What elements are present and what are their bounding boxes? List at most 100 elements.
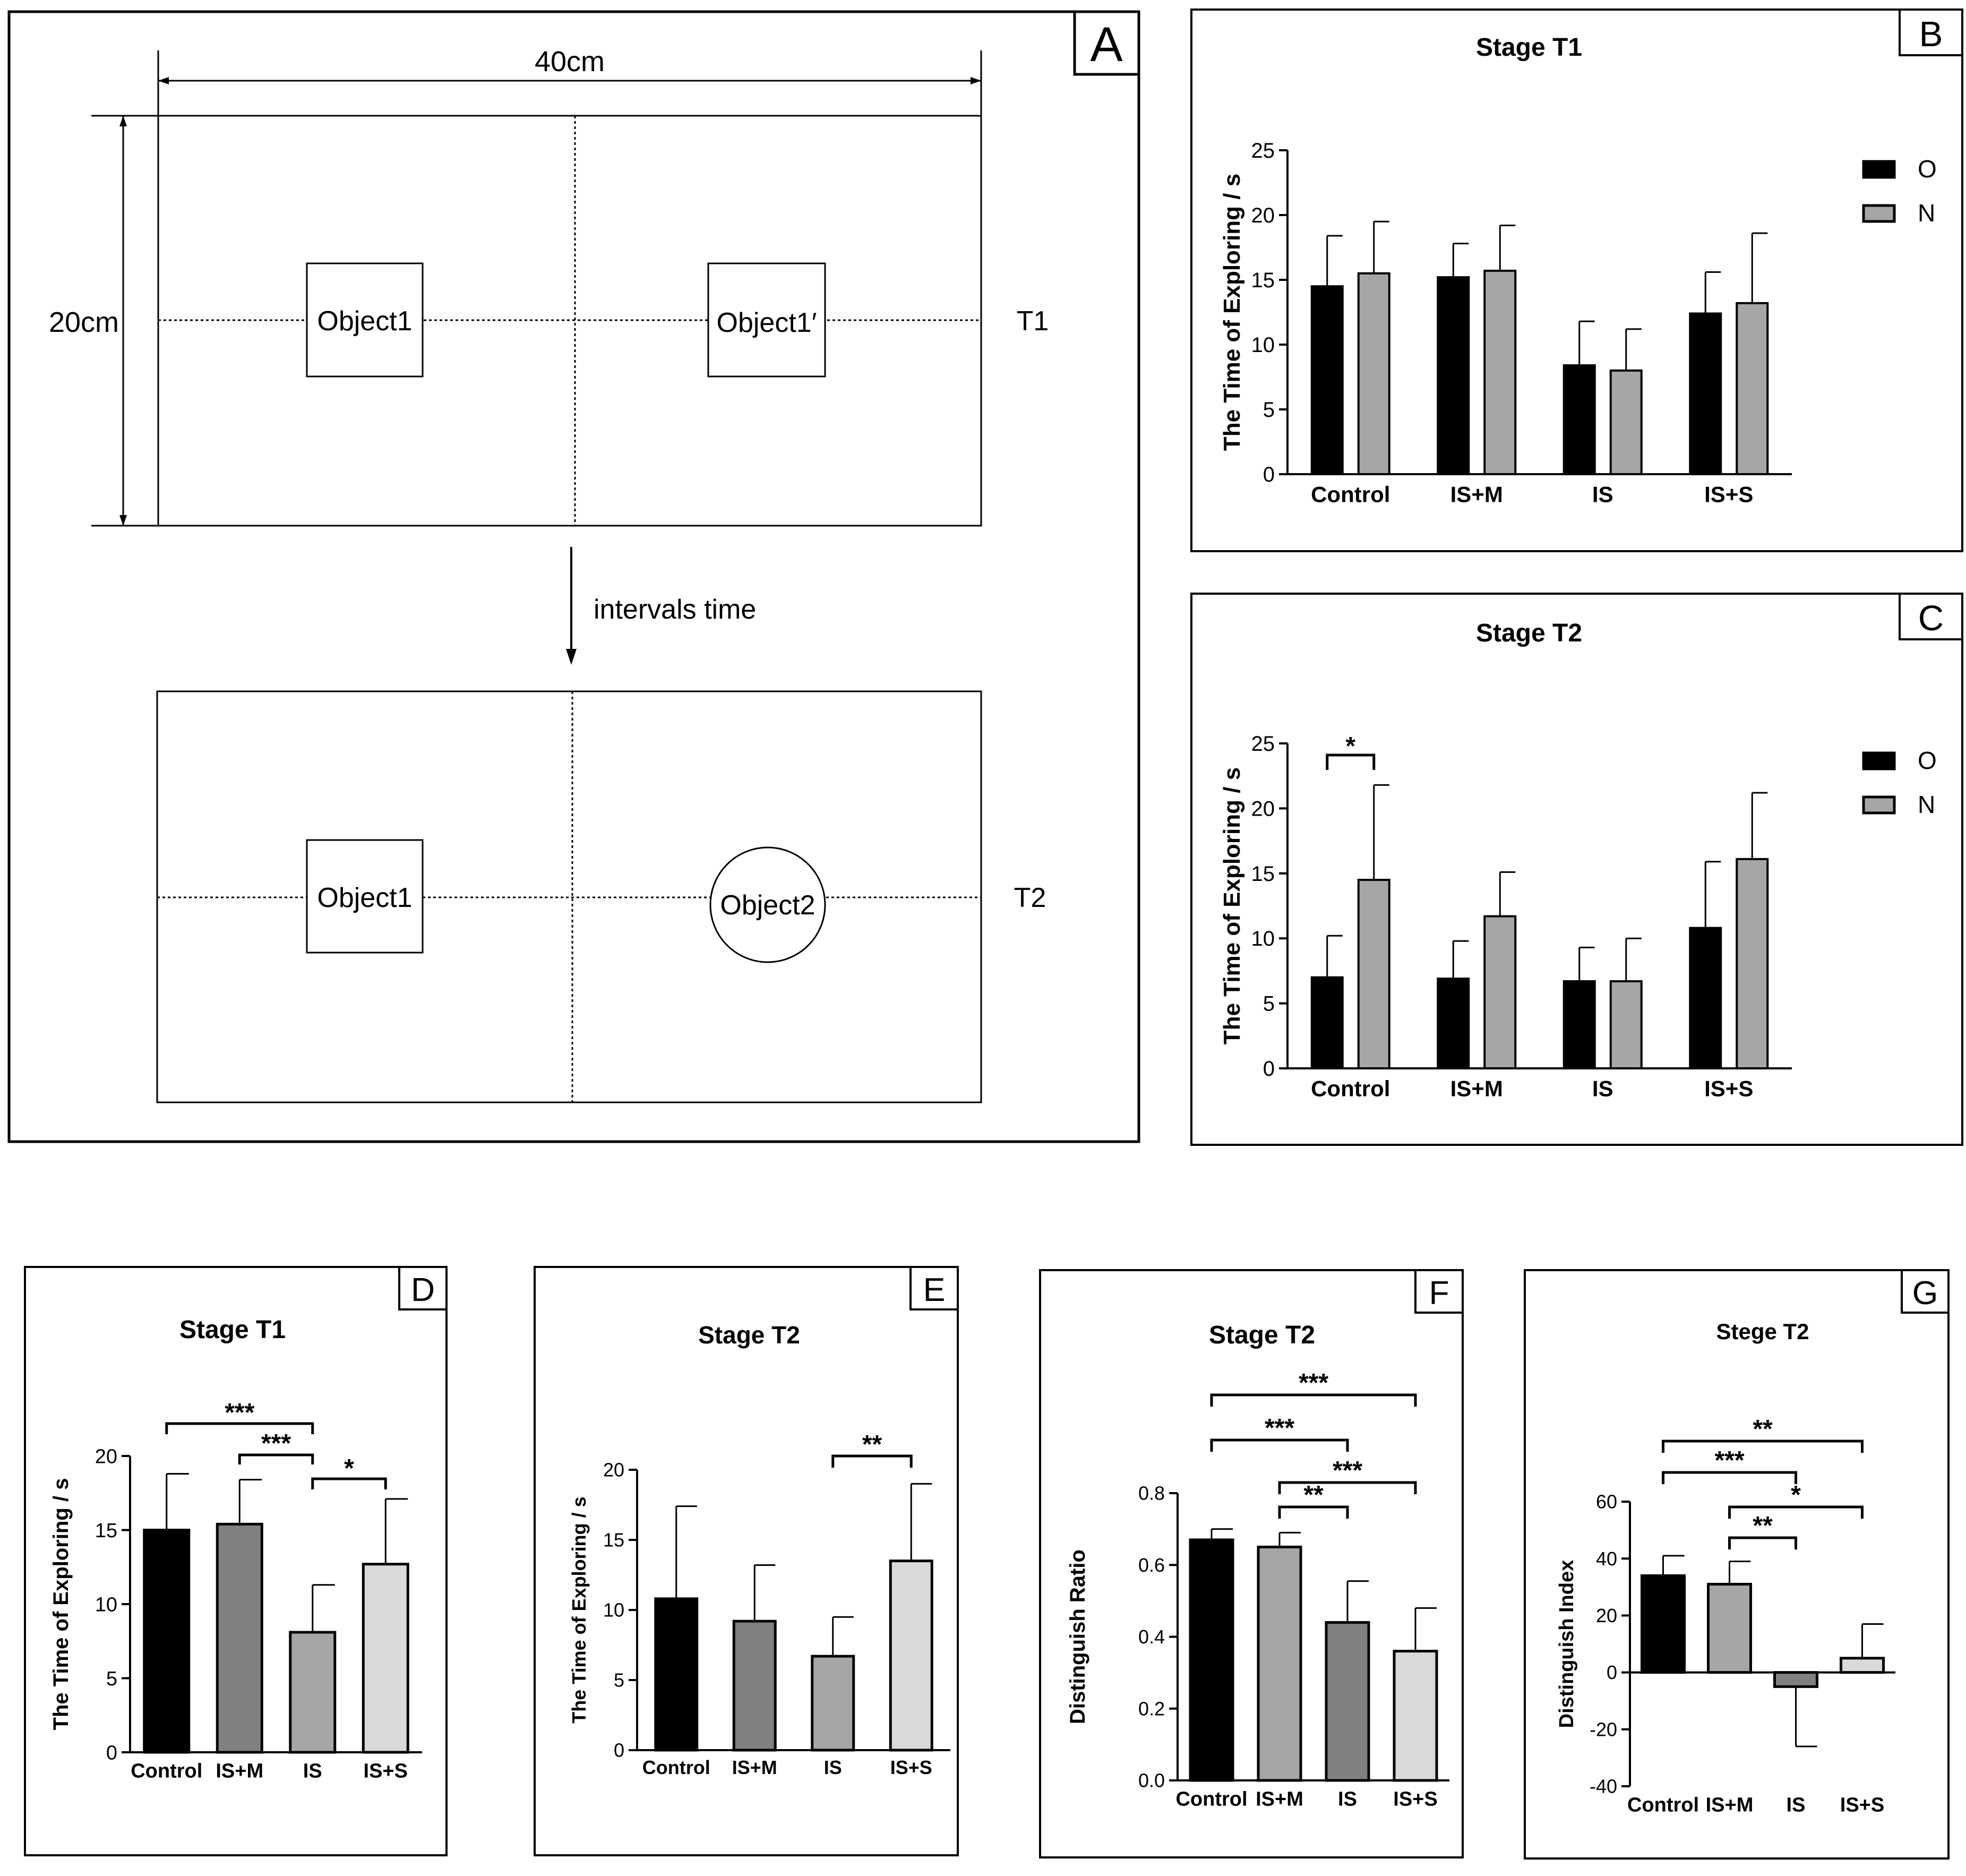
- legend-label: O: [1918, 155, 1937, 183]
- bar: [732, 1620, 777, 1752]
- y-tick-label: 0: [1607, 1661, 1617, 1683]
- bar: [1563, 364, 1596, 475]
- object2-circle: [709, 846, 826, 963]
- bar: [1310, 285, 1344, 475]
- y-tick-label: 10: [1251, 333, 1275, 357]
- bar: [1707, 1582, 1752, 1674]
- chart-title: Stage T1: [179, 1316, 286, 1344]
- bar: [1609, 369, 1643, 475]
- panel-frame: [534, 1266, 959, 1856]
- bar: [1393, 1650, 1438, 1782]
- chart-title: Stege T2: [1716, 1319, 1809, 1344]
- y-tick-label: -20: [1590, 1718, 1617, 1740]
- y-tick-label: 40: [1596, 1548, 1617, 1570]
- y-tick-label: 20: [95, 1445, 117, 1468]
- x-tick-label: Control: [1627, 1794, 1699, 1817]
- y-axis-label: The Time of Exploring / s: [1219, 767, 1245, 1044]
- panel-g: G Stege T2 -40 -20 0 20 40 60 Distinguish Index C…: [1524, 1269, 1950, 1860]
- y-tick-label: 15: [95, 1520, 117, 1542]
- x-tick-label: IS+M: [1450, 482, 1503, 507]
- y-tick-label: 20: [1596, 1605, 1617, 1626]
- y-axis-label: The Time of Exploring / s: [1219, 174, 1245, 451]
- object2-label: Object2: [720, 890, 815, 921]
- object1-prime-box: [707, 262, 826, 378]
- x-tick-label: IS+M: [216, 1760, 263, 1783]
- bar: [1357, 272, 1390, 475]
- bar: [811, 1655, 855, 1752]
- y-tick-label: 5: [614, 1669, 624, 1691]
- panel-a: A 40cm 20cm Object1 Object1′ T1 interval…: [7, 10, 1140, 1143]
- object1-box-t2: [306, 839, 424, 954]
- bar: [1609, 980, 1643, 1070]
- x-tick-label: Control: [131, 1760, 202, 1783]
- panel-frame: [24, 1266, 448, 1856]
- significance-label: ***: [261, 1429, 291, 1458]
- significance-label: **: [1303, 1481, 1324, 1509]
- x-tick-label: IS+M: [1450, 1076, 1503, 1101]
- y-tick-label: 60: [1596, 1491, 1617, 1513]
- panel-letter: F: [1429, 1275, 1449, 1312]
- interval-label: intervals time: [594, 594, 756, 625]
- y-tick-label: 0.2: [1138, 1698, 1165, 1719]
- x-tick-label: IS+M: [1256, 1788, 1303, 1811]
- significance-label: *: [1791, 1481, 1801, 1509]
- bar: [1437, 276, 1470, 475]
- x-tick-label: IS: [1338, 1788, 1357, 1811]
- bar: [143, 1529, 191, 1754]
- y-tick-label: 5: [1263, 992, 1275, 1016]
- x-tick-label: IS: [824, 1757, 842, 1778]
- legend-swatch: [1862, 160, 1896, 179]
- x-tick-label: IS: [1592, 482, 1613, 507]
- x-tick-label: IS+S: [890, 1757, 932, 1778]
- y-tick-label: 5: [1263, 398, 1275, 422]
- significance-label: ***: [1714, 1446, 1744, 1475]
- panel-frame: [1039, 1269, 1464, 1858]
- panel-letter-box: [1899, 593, 1963, 640]
- stage-t2-label: T2: [1014, 883, 1046, 913]
- significance-label: **: [862, 1430, 882, 1459]
- significance-bracket: [165, 1422, 314, 1434]
- bar: [1736, 858, 1769, 1069]
- x-tick-label: Control: [1311, 482, 1390, 507]
- significance-label: *: [1345, 732, 1355, 760]
- panel-letter: E: [923, 1272, 946, 1308]
- y-tick-label: 15: [1251, 269, 1275, 292]
- y-axis-label: The Time of Exploring / s: [568, 1496, 590, 1723]
- object1-label-t1: Object1: [317, 306, 412, 337]
- stage-t1-label: T1: [1017, 306, 1049, 337]
- panel-letter-box: [1414, 1269, 1464, 1314]
- panel-frame: [1524, 1269, 1950, 1860]
- chart-title: Stage T2: [1209, 1321, 1315, 1349]
- panel-letter: G: [1912, 1275, 1938, 1312]
- x-tick-label: IS+M: [732, 1757, 777, 1778]
- bar: [654, 1597, 699, 1752]
- y-tick-label: 10: [95, 1594, 117, 1616]
- panel-letter: B: [1919, 14, 1943, 54]
- chart-title: Stage T2: [698, 1321, 800, 1349]
- y-axis-label: The Time of Exploring / s: [49, 1478, 73, 1731]
- height-arrowhead-top: [119, 116, 127, 126]
- significance-label: **: [1753, 1512, 1773, 1540]
- y-tick-label: 20: [1251, 797, 1275, 820]
- object1-prime-label: Object1′: [717, 307, 817, 338]
- x-tick-label: IS+M: [1706, 1794, 1754, 1817]
- significance-label: **: [1753, 1415, 1773, 1443]
- significance-label: ***: [1299, 1369, 1328, 1397]
- width-arrowhead-left: [158, 77, 169, 84]
- bar: [362, 1563, 409, 1754]
- y-tick-label: 25: [1251, 139, 1275, 162]
- width-arrowhead-right: [971, 77, 981, 84]
- panel-letter: C: [1918, 598, 1944, 638]
- y-axis-label: Distinguish Ratio: [1066, 1549, 1089, 1724]
- bar: [1483, 269, 1517, 475]
- panel-e: E Stage T2 0 5 10 15 20 The Time of Exploring /…: [534, 1266, 959, 1856]
- y-tick-label: 20: [1251, 204, 1275, 227]
- bar: [216, 1522, 263, 1754]
- significance-label: ***: [1265, 1414, 1294, 1442]
- legend-swatch: [1862, 795, 1896, 815]
- panel-letter-box: [1899, 8, 1963, 56]
- interval-arrowhead: [566, 649, 577, 665]
- bar: [889, 1560, 933, 1752]
